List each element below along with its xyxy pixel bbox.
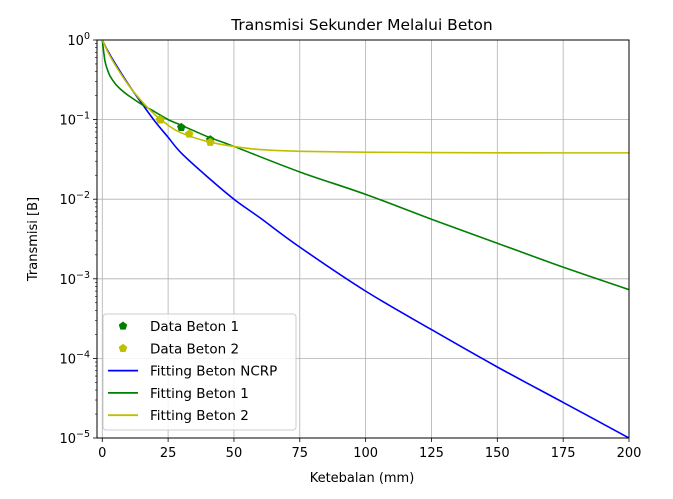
x-tick-label: 125	[419, 446, 444, 461]
y-tick-exponent: −5	[76, 429, 90, 440]
legend-box	[102, 313, 297, 431]
x-tick-label: 75	[292, 446, 309, 461]
y-tick-exponent: −1	[76, 111, 90, 122]
y-tick-base: 10	[59, 352, 76, 367]
plot-frame	[96, 39, 630, 439]
y-tick-label: 10−4	[59, 349, 90, 367]
y-tick-label: 10−2	[59, 190, 90, 208]
x-tick-label: 50	[226, 446, 243, 461]
legend-label: Data Beton 1	[150, 319, 239, 335]
y-tick-base: 10	[59, 273, 76, 288]
y-axis-label: Transmisi [B]	[26, 197, 41, 282]
chart-title: Transmisi Sekunder Melalui Beton	[230, 16, 493, 34]
x-tick-label: 175	[551, 446, 576, 461]
y-tick-label: 10−5	[59, 429, 90, 447]
x-tick-label: 0	[98, 446, 106, 461]
x-axis: 0 25 50 75 100 125 150 175 200	[98, 438, 641, 461]
legend: Data Beton 1 Data Beton 2 Fitting Beton NC…	[102, 313, 297, 431]
x-axis-label: Ketebalan (mm)	[310, 471, 415, 486]
grid	[97, 39, 630, 439]
y-tick-label: 100	[67, 31, 90, 49]
series-line-fitting-beton-1	[101, 40, 629, 291]
x-tick-label: 25	[160, 446, 177, 461]
y-tick-base: 10	[67, 34, 84, 49]
x-tick-label: 150	[485, 446, 510, 461]
x-tick-label: 100	[353, 446, 378, 461]
y-tick-exponent: −3	[76, 270, 90, 281]
y-tick-exponent: 0	[84, 31, 90, 42]
x-tick-label: 200	[617, 446, 642, 461]
data-point-data-beton-1	[176, 122, 186, 131]
y-tick-base: 10	[59, 114, 76, 129]
legend-label: Data Beton 2	[150, 341, 239, 357]
y-tick-label: 10−1	[59, 111, 90, 129]
legend-marker	[118, 321, 128, 330]
y-tick-exponent: −2	[76, 190, 90, 201]
legend-label: Fitting Beton 2	[150, 408, 249, 424]
legend-marker	[118, 343, 128, 352]
legend-label: Fitting Beton 1	[150, 386, 249, 402]
y-tick-exponent: −4	[76, 349, 90, 360]
y-tick-base: 10	[59, 193, 76, 208]
plot-area	[101, 40, 629, 438]
data-point-data-beton-2	[184, 129, 194, 138]
data-point-data-beton-2	[155, 115, 165, 124]
y-tick-label: 10−3	[59, 270, 90, 288]
y-tick-base: 10	[59, 432, 76, 447]
legend-label: Fitting Beton NCRP	[150, 364, 277, 380]
data-point-data-beton-2	[205, 137, 215, 146]
